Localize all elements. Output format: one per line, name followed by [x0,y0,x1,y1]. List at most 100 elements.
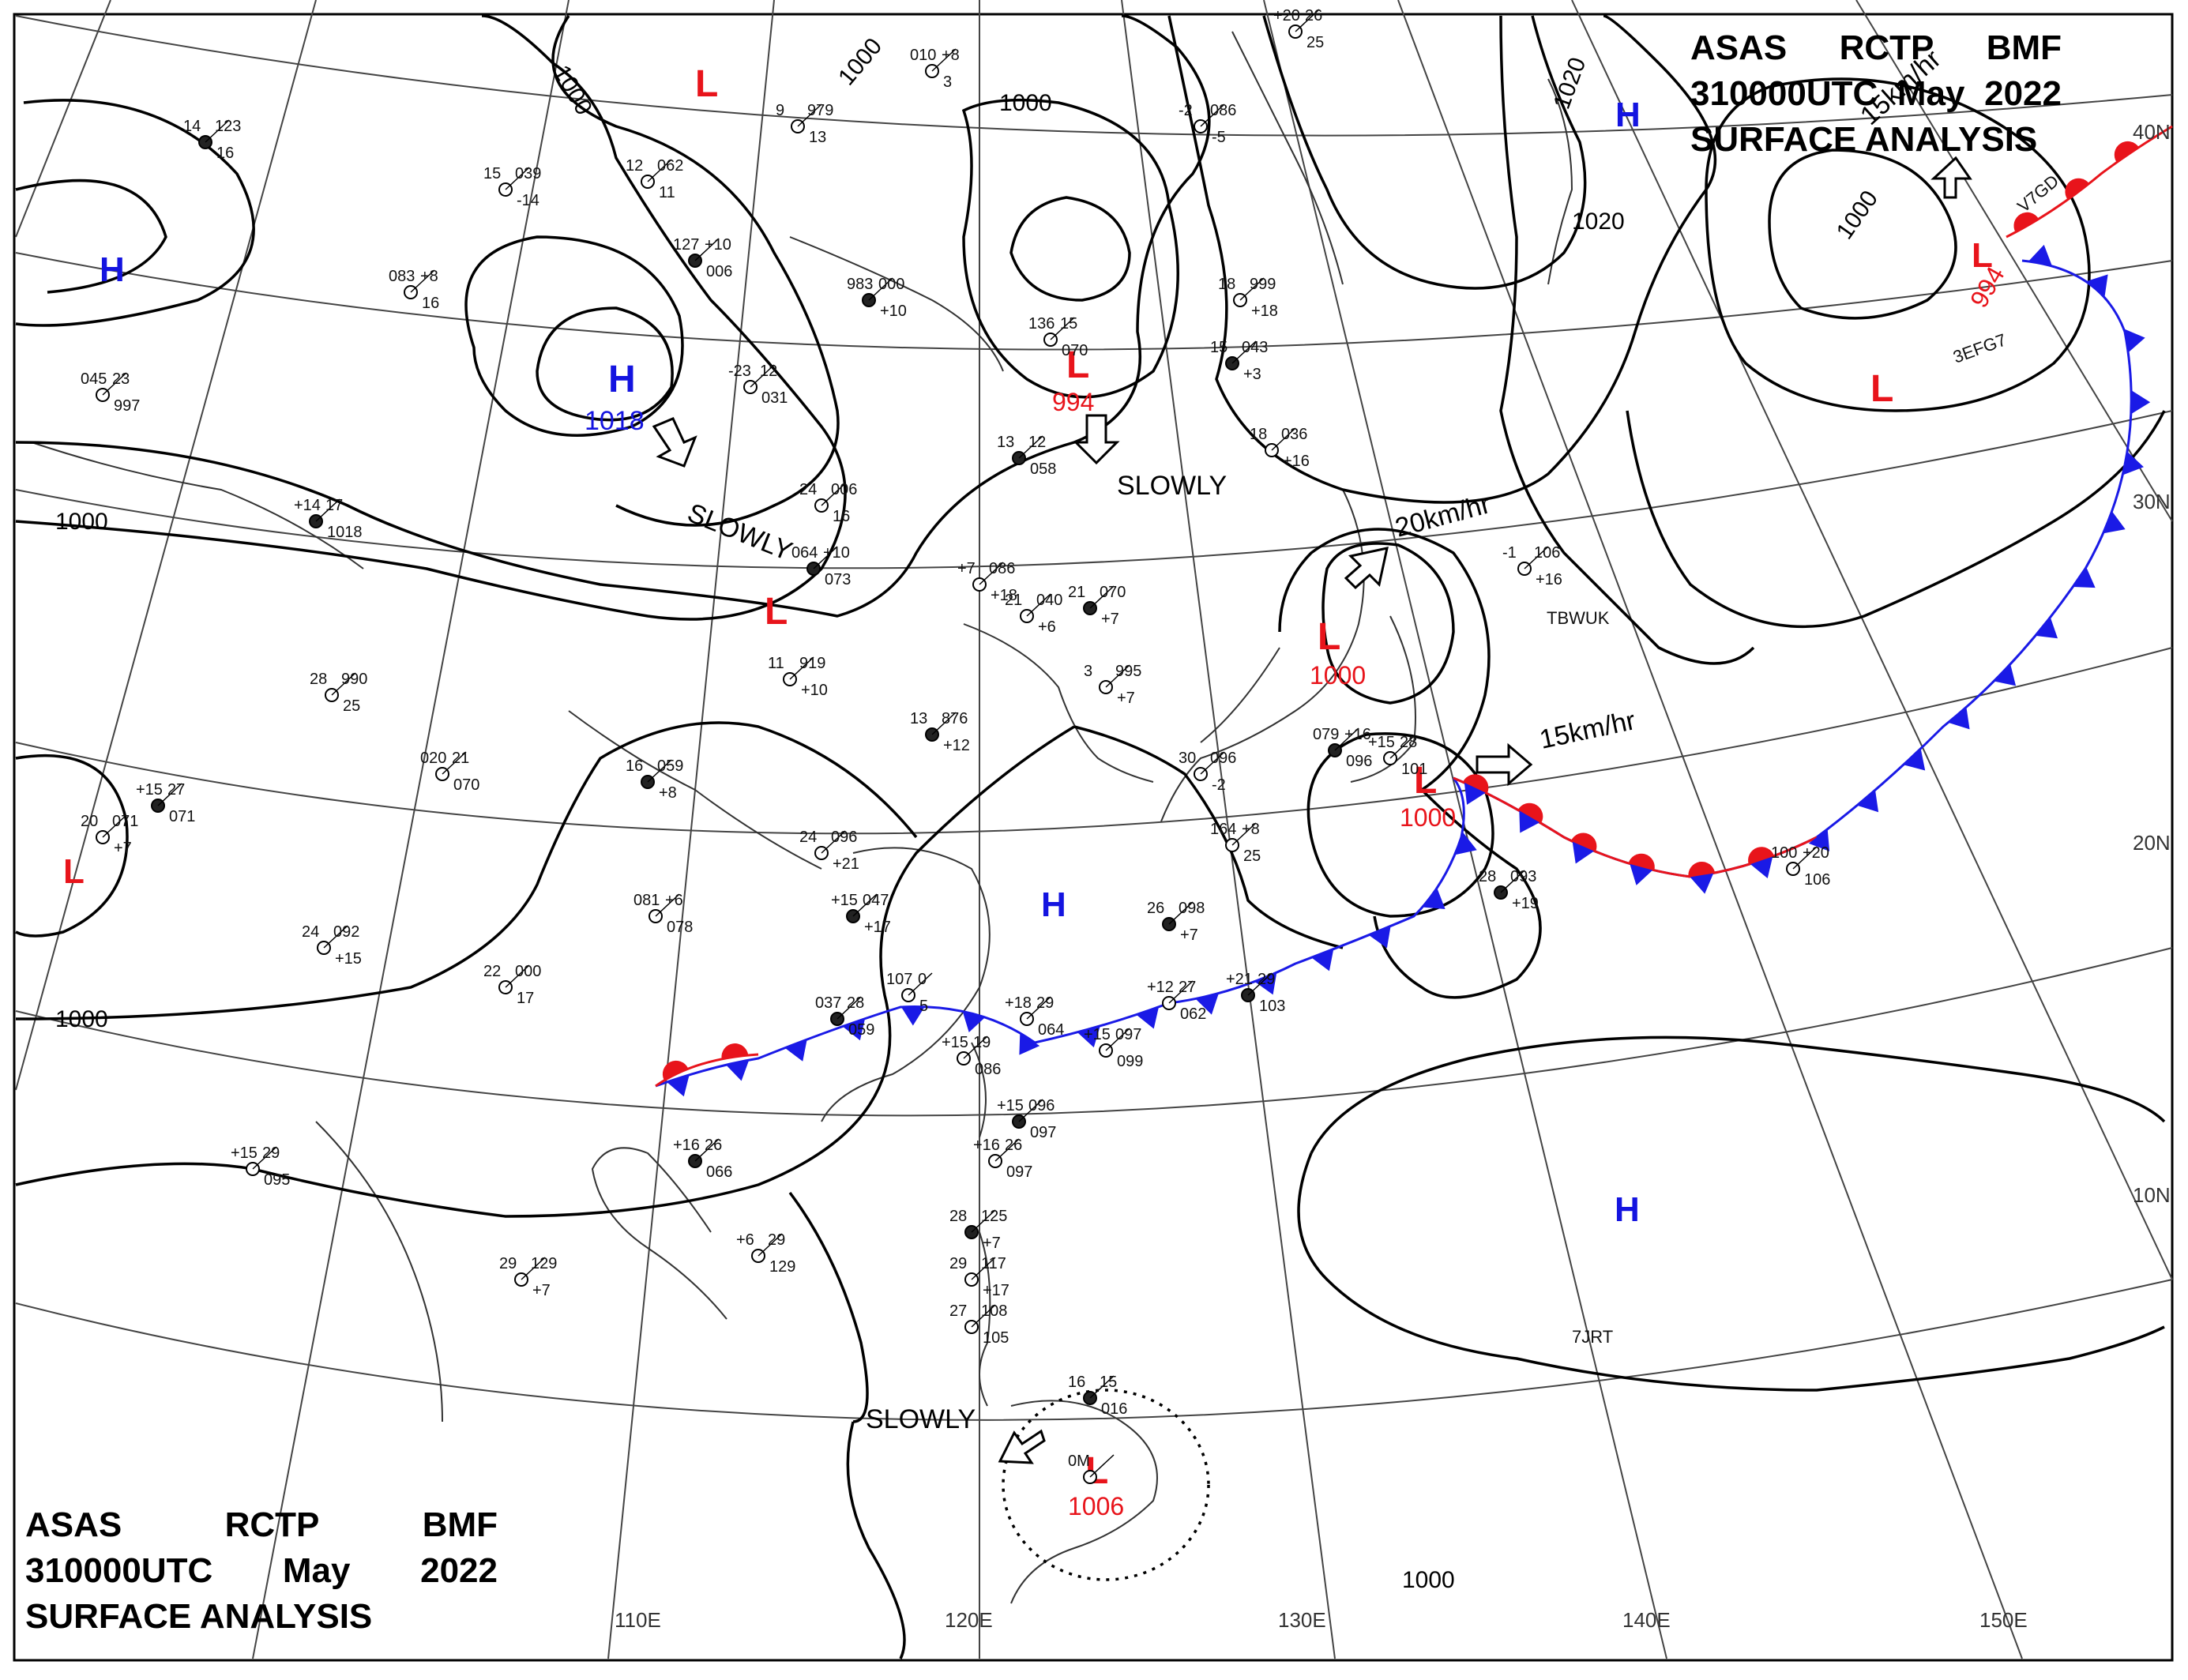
cold-front-triangle [1464,782,1486,805]
station-value: 22 [483,963,501,980]
station-value: 12 [760,363,777,380]
wind-barb-icon [1089,1375,1115,1399]
isobar-line [1768,148,1957,320]
low-center-value: 1000 [1310,661,1366,690]
station-value: 5 [919,998,928,1015]
station-plot: 16 15 016 [1068,1374,1127,1418]
wind-barb-icon [315,498,340,522]
station-value: 070 [1062,342,1088,359]
wind-barb-icon [1089,585,1115,609]
isobar-line [1278,528,1542,999]
station-plot: +16 26 066 [673,1137,732,1181]
station-plot: 28 093 +19 [1479,868,1539,912]
wind-barb-icon [331,672,356,696]
station-plot: +21 29 103 [1226,971,1285,1015]
station-value: +12 [1147,979,1174,996]
isobar-line [1310,1035,2166,1154]
station-plot: +15 047 +17 [831,892,891,936]
station-value: 079 [1313,726,1339,743]
station-value: +15 [1084,1026,1111,1043]
warm-front-line [655,1053,759,1088]
month: May [1897,74,1965,113]
warm-front-semicircle [1628,853,1655,871]
station-plot: 3 995 +7 [1084,663,1141,707]
station-value: 100 [1771,844,1797,862]
isobar-line [846,1421,906,1659]
motion-arrow-icon [1476,742,1533,787]
office-code: BMF [1986,28,2062,67]
station-value: 26 [705,1137,722,1154]
station-value: +21 [833,855,859,873]
product-code: ASAS [1690,28,1788,67]
isobar-line [15,14,847,621]
station-value: +8 [942,47,960,64]
station-value: 15 [1100,1374,1117,1391]
isobar-line [788,1191,869,1423]
station-value: 006 [706,263,732,280]
datetime-row: 310000UTC May 2022 [25,1548,498,1594]
coastline [821,847,991,1122]
station-value: 129 [769,1258,795,1276]
isobar-line [1167,14,1717,504]
station-value: 29 [1258,971,1275,988]
meridian-line [15,0,111,238]
wind-barb-icon [908,972,933,996]
lon-label: 150E [1979,1608,2028,1632]
parallel-line [15,947,2173,1117]
station-value: -1 [1502,544,1517,562]
station-plot: 037 28 059 [815,994,874,1039]
station-plot: 28 990 25 [310,671,367,715]
station-value: 125 [981,1208,1007,1225]
warm-front-semicircle [2065,178,2089,200]
station-value: -14 [517,192,539,209]
station-value: -2 [1179,102,1193,119]
station-plot: 064 +10 073 [791,544,851,588]
station-value: 071 [112,813,138,830]
wind-barb-icon [789,656,814,680]
station-value: 037 [815,994,841,1012]
station-value: 096 [1346,753,1372,770]
meridian-line [607,0,775,1659]
ship-callsigns: TBWUK 3EFG7 7JRT V7GD [1547,171,2062,1347]
station-plot: +14 17 1018 [294,497,363,541]
station-value: 000 [878,276,904,293]
cold-front-triangle [1903,748,1926,771]
isobar-line [1321,542,1455,705]
station-plot: 21 040 +6 [1005,592,1062,636]
title-block-top: ASAS RCTP BMF 310000UTC May 2022 SURFACE… [1690,25,2062,163]
wind-barb-icon [813,546,838,569]
station-value: +15 [335,950,362,968]
station-value: 997 [114,397,140,415]
station-plot: +15 29 095 [231,1144,290,1189]
station-value: 13 [809,129,826,146]
wind-barb-icon [1018,435,1043,459]
station-plot: -23 12 031 [728,363,788,407]
wind-barb-icon [971,1209,996,1233]
cold-front-triangle [842,1018,866,1041]
wind-barb-icon [1295,9,1320,32]
isobar-label: 1000 [1832,186,1883,244]
motion-arrow-icon [652,417,697,468]
station-value: +15 [997,1097,1024,1114]
wind-barb-icon [505,167,530,190]
coastline [979,1231,991,1407]
parallel-line [15,15,2173,137]
low-center-letter: L [1870,368,1893,410]
station-plot: 15 039 -14 [483,165,541,209]
title-row: SURFACE ANALYSIS [25,1594,498,1640]
station-value: +18 [991,587,1017,604]
station-plot: 12 062 11 [626,157,683,201]
station-value: 26 [1147,900,1164,917]
cold-front-triangle [1368,926,1391,949]
station-value: 010 [910,47,936,64]
motion-arrow-icon [998,1429,1046,1464]
station-value: 21 [452,750,469,767]
isobar-label: 1000 [55,509,108,535]
office-code: BMF [422,1505,498,1544]
station-value: +20 [1273,7,1300,24]
station-value: 064 [1038,1021,1064,1039]
ship-callsign: 7JRT [1572,1327,1613,1347]
station-value: 24 [799,829,817,846]
station-plot: 11 919 +10 [768,655,828,699]
station-value: 097 [1030,1124,1056,1141]
